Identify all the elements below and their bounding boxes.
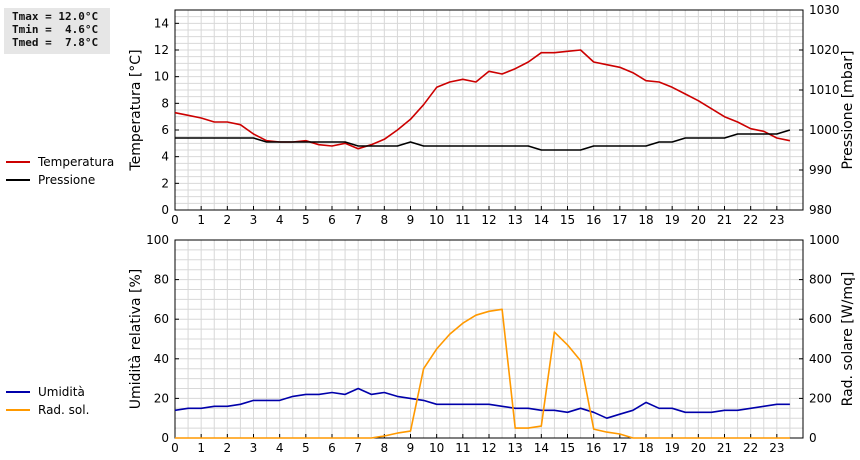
legend-bottom-label: Umidità	[38, 385, 85, 399]
x-tick-label: 14	[534, 213, 549, 227]
y-tick-label: 80	[154, 273, 169, 287]
x-tick-label: 19	[665, 441, 680, 455]
y2-tick-label: 200	[809, 391, 832, 405]
x-tick-label: 17	[612, 441, 627, 455]
y-tick-label: 14	[154, 16, 169, 30]
y2-tick-label: 980	[809, 203, 832, 217]
y-tick-label: 0	[161, 431, 169, 445]
y-axis-label: Temperatura [°C]	[128, 49, 144, 171]
x-tick-label: 6	[328, 441, 336, 455]
x-tick-label: 15	[560, 213, 575, 227]
legend-bottom-label: Rad. sol.	[38, 403, 89, 417]
x-tick-label: 22	[743, 213, 758, 227]
series-line-umidit-	[174, 387, 790, 420]
x-tick-label: 4	[276, 441, 284, 455]
x-tick-label: 10	[429, 213, 444, 227]
x-tick-label: 0	[171, 441, 179, 455]
y2-axis-label: Rad. solare [W/mq]	[840, 272, 856, 407]
x-tick-label: 3	[250, 441, 258, 455]
y-tick-label: 8	[161, 96, 169, 110]
x-tick-label: 10	[429, 441, 444, 455]
y2-tick-label: 1030	[809, 3, 840, 17]
x-tick-label: 17	[612, 213, 627, 227]
x-tick-label: 5	[302, 441, 310, 455]
y2-tick-label: 1000	[809, 123, 840, 137]
x-tick-label: 9	[407, 441, 415, 455]
y2-tick-label: 1000	[809, 233, 840, 247]
y-tick-label: 2	[161, 176, 169, 190]
y2-tick-label: 990	[809, 163, 832, 177]
x-tick-label: 8	[381, 213, 389, 227]
y-tick-label: 60	[154, 312, 169, 326]
stat-tmed: Tmed = 7.8°C	[12, 36, 99, 49]
x-tick-label: 21	[717, 441, 732, 455]
x-tick-label: 21	[717, 213, 732, 227]
x-tick-label: 20	[691, 213, 706, 227]
x-tick-label: 5	[302, 213, 310, 227]
y2-tick-label: 1010	[809, 83, 840, 97]
x-tick-label: 19	[665, 213, 680, 227]
x-tick-label: 16	[586, 213, 601, 227]
x-tick-label: 4	[276, 213, 284, 227]
x-tick-label: 3	[250, 213, 258, 227]
y-tick-label: 4	[161, 150, 169, 164]
series-line-rad-sol-	[175, 308, 790, 439]
x-tick-label: 0	[171, 213, 179, 227]
x-tick-label: 18	[638, 213, 653, 227]
legend-top-label: Temperatura	[37, 155, 114, 169]
y-tick-label: 12	[154, 43, 169, 57]
x-tick-label: 6	[328, 213, 336, 227]
stats-box: Tmax = 12.0°C Tmin = 4.6°C Tmed = 7.8°C	[4, 8, 110, 54]
y2-tick-label: 0	[809, 431, 817, 445]
x-tick-label: 12	[481, 441, 496, 455]
y-tick-label: 40	[154, 352, 169, 366]
y-tick-label: 6	[161, 123, 169, 137]
x-tick-label: 15	[560, 441, 575, 455]
x-tick-label: 11	[455, 441, 470, 455]
x-tick-label: 1	[197, 441, 205, 455]
x-tick-label: 2	[224, 213, 232, 227]
x-tick-label: 13	[508, 441, 523, 455]
y-tick-label: 0	[161, 203, 169, 217]
x-tick-label: 11	[455, 213, 470, 227]
x-tick-label: 7	[354, 213, 362, 227]
x-tick-label: 8	[381, 441, 389, 455]
x-tick-label: 1	[197, 213, 205, 227]
x-tick-label: 23	[769, 441, 784, 455]
y-tick-label: 10	[154, 70, 169, 84]
x-tick-label: 13	[508, 213, 523, 227]
y2-tick-label: 400	[809, 352, 832, 366]
x-tick-label: 23	[769, 213, 784, 227]
legend-top-label: Pressione	[38, 173, 95, 187]
stat-tmax: Tmax = 12.0°C	[12, 10, 99, 23]
stat-tmin: Tmin = 4.6°C	[12, 23, 99, 36]
x-tick-label: 2	[224, 441, 232, 455]
series-line-temperatura	[174, 49, 791, 150]
x-tick-label: 7	[354, 441, 362, 455]
x-tick-label: 9	[407, 213, 415, 227]
x-tick-label: 16	[586, 441, 601, 455]
x-tick-label: 22	[743, 441, 758, 455]
x-tick-label: 12	[481, 213, 496, 227]
x-tick-label: 18	[638, 441, 653, 455]
y2-tick-label: 600	[809, 312, 832, 326]
y-tick-label: 100	[146, 233, 169, 247]
y2-axis-label: Pressione [mbar]	[840, 50, 856, 169]
series-line-pressione	[175, 129, 791, 151]
y2-tick-label: 800	[809, 273, 832, 287]
x-tick-label: 14	[534, 441, 549, 455]
x-tick-label: 20	[691, 441, 706, 455]
y2-tick-label: 1020	[809, 43, 840, 57]
y-tick-label: 20	[154, 391, 169, 405]
y-axis-label: Umidità relativa [%]	[128, 269, 144, 410]
